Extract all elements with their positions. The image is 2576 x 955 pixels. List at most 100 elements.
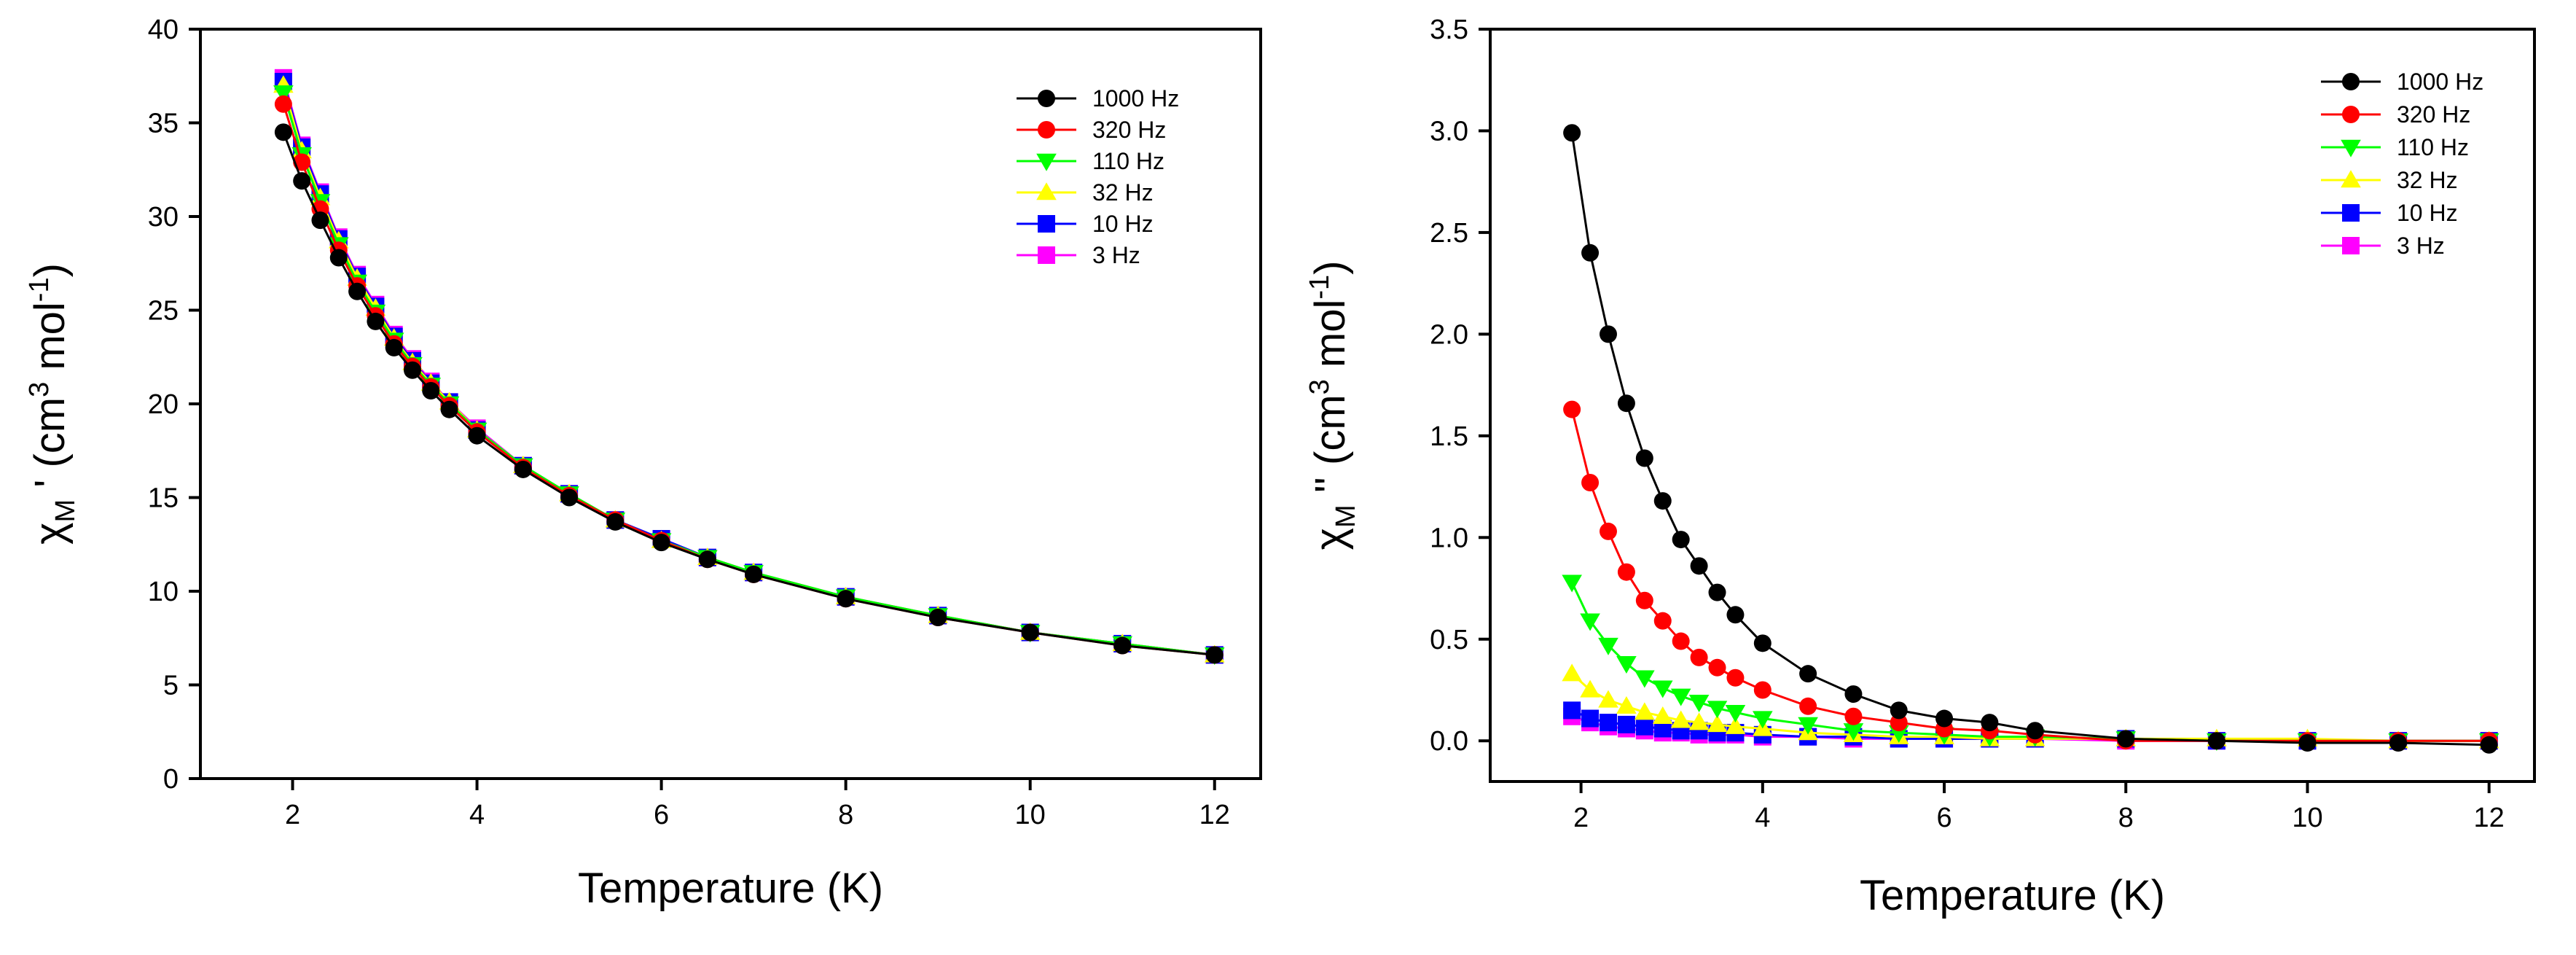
legend-item-110-hz: 110 Hz — [2321, 134, 2469, 160]
legend-label: 320 Hz — [2397, 101, 2470, 128]
ylabel-b-chi: χ — [1307, 528, 1354, 550]
data-point-32-hz — [1652, 706, 1673, 724]
x-tick-label: 4 — [469, 800, 485, 830]
legend-item-320-hz: 320 Hz — [2321, 101, 2470, 128]
x-tick-label: 6 — [1936, 803, 1951, 833]
data-point-1000-hz — [1635, 449, 1653, 467]
data-point-10-hz — [1599, 714, 1617, 732]
data-point-1000-hz — [1581, 243, 1600, 262]
y-tick-label: 35 — [148, 109, 179, 139]
data-point-1000-hz — [1690, 557, 1708, 575]
legend-marker — [1036, 153, 1057, 171]
data-point-1000-hz — [1672, 531, 1690, 549]
legend-label: 32 Hz — [1092, 179, 1154, 206]
data-point-1000-hz — [1935, 709, 1954, 728]
data-point-320-hz — [1890, 714, 1908, 732]
y-tick-label: 0.0 — [1430, 726, 1468, 757]
data-point-1000-hz — [1617, 394, 1635, 413]
data-point-32-hz — [1725, 716, 1746, 734]
legend-item-320-hz: 320 Hz — [1017, 117, 1166, 143]
legend-a: 1000 Hz 320 Hz 110 Hz 32 Hz 10 Hz 3 Hz — [1017, 85, 1179, 268]
data-point-1000-hz — [440, 400, 458, 418]
data-point-32-hz — [1670, 710, 1691, 728]
legend-label: 320 Hz — [1092, 117, 1166, 143]
data-point-32-hz — [1562, 663, 1582, 682]
series-line-1000-hz — [282, 131, 1215, 656]
data-point-110-hz — [1562, 574, 1582, 593]
data-point-1000-hz — [1113, 636, 1132, 655]
x-tick-label: 8 — [2118, 803, 2134, 833]
y-tick-label: 0 — [163, 764, 179, 795]
data-point-32-hz — [1580, 679, 1600, 698]
legend-item-3-hz: 3 Hz — [2321, 233, 2445, 259]
legend-label: 32 Hz — [2397, 167, 2458, 193]
legend-label: 3 Hz — [1092, 242, 1140, 268]
legend-item-10-hz: 10 Hz — [1017, 211, 1154, 237]
data-point-320-hz — [274, 95, 292, 113]
legend-item-1000-hz: 1000 Hz — [2321, 69, 2483, 95]
ylabel-b-sub: M — [1331, 504, 1361, 528]
data-point-320-hz — [1599, 522, 1617, 540]
data-point-1000-hz — [2117, 730, 2135, 748]
data-point-1000-hz — [1981, 714, 1999, 732]
data-point-32-hz — [1598, 690, 1618, 708]
ylabel-a-chi: χ — [26, 522, 74, 544]
data-point-1000-hz — [2207, 732, 2225, 750]
data-point-1000-hz — [1844, 685, 1863, 703]
data-point-1000-hz — [1753, 634, 1772, 652]
y-tick-label: 15 — [148, 483, 179, 514]
data-point-1000-hz — [2389, 734, 2408, 752]
ylabel-b-sup2: -1 — [1304, 275, 1335, 300]
data-point-320-hz — [1635, 591, 1653, 609]
data-point-110-hz — [1635, 670, 1655, 688]
data-point-320-hz — [1753, 681, 1772, 699]
data-point-1000-hz — [1726, 606, 1745, 624]
legend-item-32-hz: 32 Hz — [1017, 179, 1154, 206]
series-line-110-hz — [282, 92, 1215, 656]
data-point-10-hz — [1563, 701, 1581, 720]
data-point-110-hz — [1688, 695, 1710, 713]
legend-item-10-hz: 10 Hz — [2321, 200, 2458, 226]
data-point-1000-hz — [274, 123, 292, 141]
ylabel-b-mid: mol — [1307, 300, 1354, 380]
series-1000-hz — [274, 123, 1224, 664]
data-point-1000-hz — [837, 590, 855, 608]
data-point-110-hz — [1798, 717, 1818, 735]
data-point-320-hz — [1653, 612, 1672, 630]
legend-label: 10 Hz — [2397, 200, 2458, 226]
data-point-32-hz — [1635, 702, 1655, 720]
data-point-1000-hz — [929, 608, 947, 626]
x-tick-label: 12 — [2474, 803, 2505, 833]
legend-item-1000-hz: 1000 Hz — [1017, 85, 1179, 112]
data-point-1000-hz — [2026, 722, 2044, 740]
y-tick-label: 40 — [148, 15, 179, 45]
legend-item-32-hz: 32 Hz — [2321, 167, 2458, 193]
ylabel-a-mid: mol — [26, 302, 74, 382]
data-point-320-hz — [1690, 648, 1708, 666]
data-point-320-hz — [1563, 400, 1581, 418]
legend-label: 10 Hz — [1092, 211, 1154, 237]
data-point-10-hz — [1635, 717, 1653, 736]
data-point-1000-hz — [422, 382, 440, 400]
data-point-110-hz — [1670, 688, 1691, 706]
panel-a: 2 4 6 8 10 12 0 5 10 15 20 25 30 35 40 1000 Hz 320 Hz 11… — [24, 15, 1262, 912]
x-axis-label-a: Temperature (K) — [578, 865, 883, 912]
y-tick-label: 0.5 — [1430, 625, 1468, 655]
legend-marker — [2342, 204, 2360, 222]
legend-marker — [1038, 121, 1055, 139]
ylabel-a-rest: ' (cm — [26, 397, 74, 499]
data-point-320-hz — [1726, 668, 1745, 687]
legend-item-110-hz: 110 Hz — [1017, 148, 1164, 174]
y-tick-label: 3.5 — [1430, 15, 1468, 45]
y-tick-label: 2.0 — [1430, 319, 1468, 350]
y-tick-label: 25 — [148, 296, 179, 327]
series-b — [1562, 124, 2499, 754]
ticks-a: 2 4 6 8 10 12 0 5 10 15 20 25 30 35 40 — [148, 15, 1230, 830]
data-point-110-hz — [273, 85, 294, 104]
data-point-1000-hz — [652, 534, 670, 552]
data-point-1000-hz — [468, 426, 486, 445]
ylabel-b-end: ) — [1307, 261, 1354, 275]
data-point-1000-hz — [311, 211, 329, 230]
